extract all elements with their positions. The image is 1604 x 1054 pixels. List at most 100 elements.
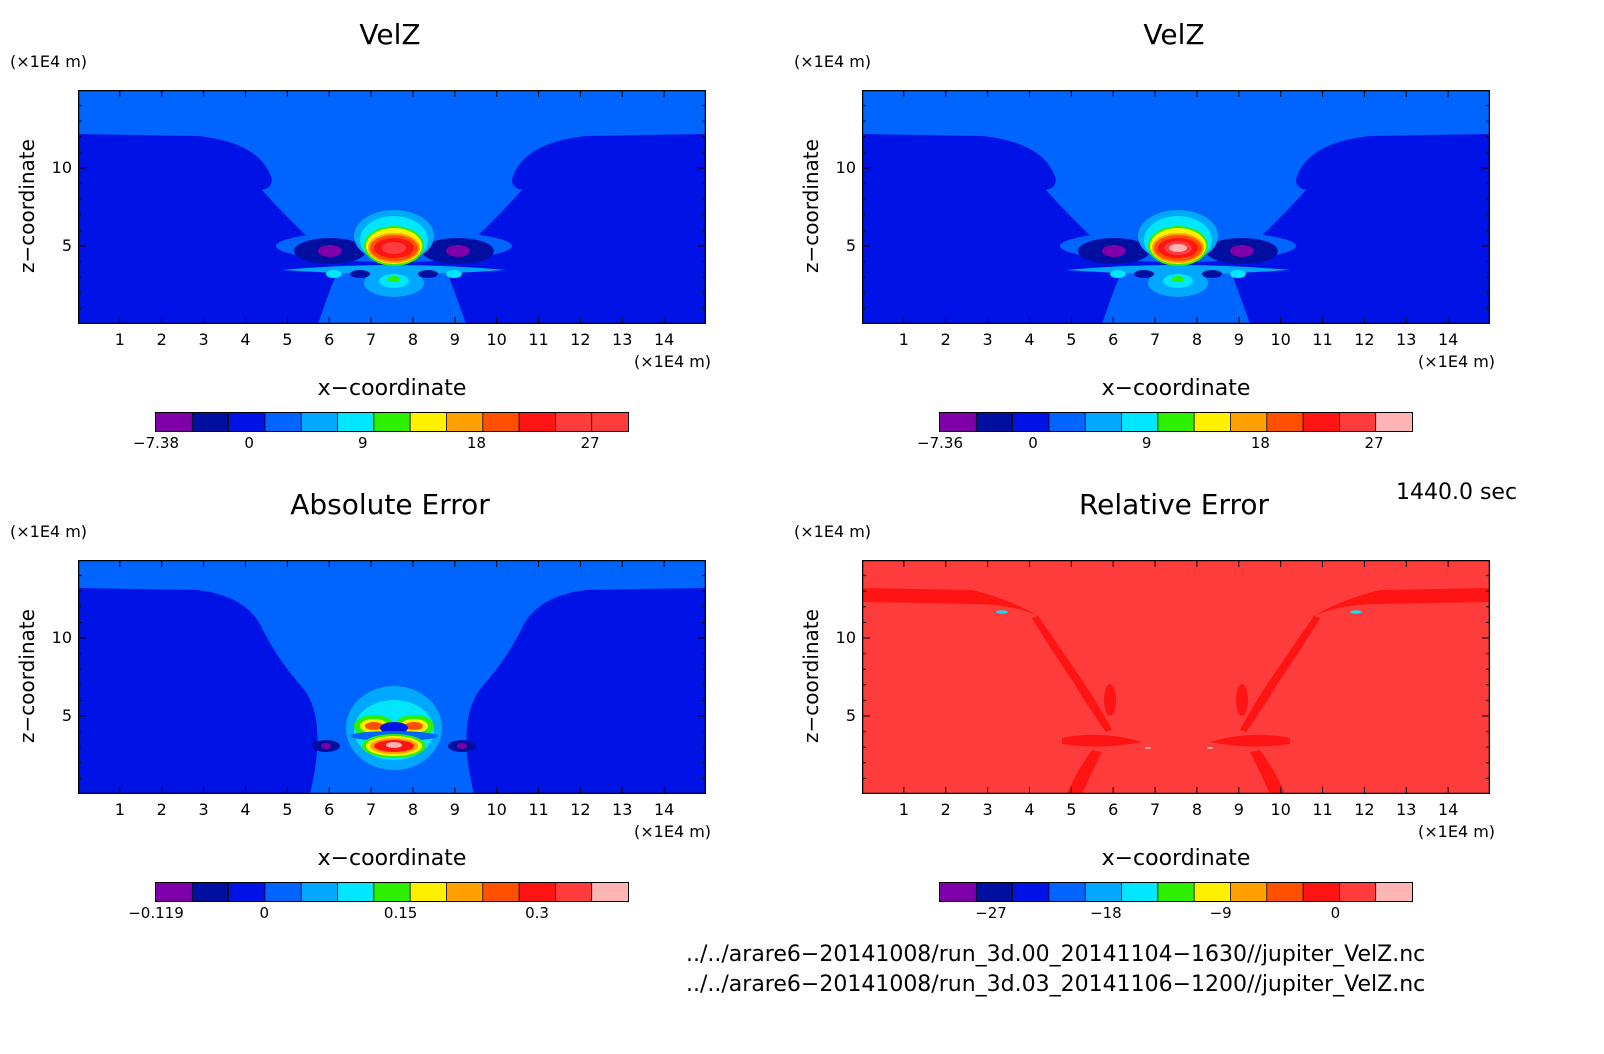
colorbar-frame (155, 412, 629, 432)
lower-neg (350, 270, 370, 278)
y-tick-label: 10 (835, 158, 856, 177)
colorbar-swatch (446, 413, 484, 431)
x-tick-label: 3 (198, 800, 209, 819)
file-path-1: ../../arare6−20141008/run_3d.00_20141104… (686, 942, 1426, 967)
error-blue-center (380, 722, 408, 734)
spot-left (996, 610, 1008, 614)
x-tick-label: 7 (365, 330, 377, 349)
x-tick-label: 8 (407, 330, 419, 349)
error-lower-pink (386, 742, 402, 748)
x-tick-label: 1 (898, 800, 909, 819)
panel-velz-run00: VelZ (×1E4 m) z−coordinate (×1E4 m) x−co… (0, 0, 780, 480)
y-axis-label: z−coordinate (15, 609, 39, 743)
x-tick-label: 3 (982, 800, 993, 819)
colorbar (155, 412, 629, 432)
colorbar (939, 882, 1413, 902)
colorbar (939, 412, 1413, 432)
colorbar-swatch (1375, 413, 1413, 431)
colorbar-swatch (1048, 883, 1086, 901)
colorbar-tick-label: −0.119 (128, 904, 184, 922)
lower-spot (1230, 270, 1246, 278)
colorbar-swatch (555, 413, 593, 431)
y-axis-label: z−coordinate (15, 139, 39, 273)
x-tick-label: 11 (528, 330, 549, 349)
x-tick-label: 12 (570, 800, 591, 819)
colorbar-swatch (410, 883, 447, 901)
y-unit-label: (×1E4 m) (10, 52, 88, 71)
panel-title: VelZ (359, 18, 421, 51)
y-tick-label: 5 (61, 236, 72, 255)
x-tick-label: 9 (1233, 330, 1244, 349)
colorbar-tick-label: 0.3 (525, 904, 549, 922)
x-unit-label: (×1E4 m) (1418, 822, 1496, 841)
low-streak-left (1067, 750, 1102, 794)
x-tick-label: 6 (324, 330, 335, 349)
side-lobe-left (78, 134, 336, 324)
x-tick-label: 5 (282, 330, 293, 349)
colorbar-swatch (1266, 413, 1304, 431)
colorbar-swatch (1230, 883, 1268, 901)
colorbar-swatch (373, 413, 411, 431)
x-axis-label: x−coordinate (1101, 376, 1251, 401)
panel-relative-error: Relative Error (×1E4 m) z−coordinate (×1… (784, 470, 1564, 950)
low-band-right (1210, 734, 1290, 747)
neg-core-right (1230, 245, 1254, 257)
y-unit-label: (×1E4 m) (794, 52, 872, 71)
x-axis-label: x−coordinate (317, 376, 467, 401)
spot-right (1350, 610, 1362, 614)
x-tick-label: 14 (1437, 800, 1459, 819)
band-right (1314, 588, 1490, 616)
core-red-light (382, 242, 406, 254)
colorbar-tick-label: −18 (1090, 904, 1122, 922)
y-axis-label: z−coordinate (799, 609, 823, 743)
band-left (862, 588, 1038, 616)
colorbar (155, 882, 629, 902)
colorbar-tick-label: 18 (1250, 434, 1270, 452)
x-tick-label: 8 (407, 800, 419, 819)
colorbar-tick-label: 0 (244, 434, 254, 452)
x-tick-label: 10 (486, 800, 507, 819)
patch-left (1104, 684, 1116, 716)
x-tick-label: 1 (898, 330, 909, 349)
x-tick-label: 13 (612, 800, 633, 819)
y-tick-label: 10 (835, 628, 856, 647)
x-tick-label: 10 (486, 330, 507, 349)
x-tick-label: 6 (1108, 800, 1119, 819)
colorbar-swatch (264, 413, 302, 431)
lower-neg (1202, 270, 1222, 278)
file-path-2: ../../arare6−20141008/run_3d.03_20141106… (686, 972, 1426, 997)
side-lobe-left (862, 134, 1120, 324)
colorbar-tick-label: −27 (975, 904, 1007, 922)
side-lobe-right (1232, 134, 1490, 324)
y-axis-label: z−coordinate (799, 139, 823, 273)
colorbar-swatch (192, 883, 230, 901)
heatmap-plot (78, 560, 706, 794)
colorbar-swatch (1266, 883, 1304, 901)
y-unit-label: (×1E4 m) (794, 522, 872, 541)
side-lobe-right (448, 134, 706, 324)
colorbar-swatch (976, 883, 1014, 901)
colorbar-tick-label: 0 (1330, 904, 1341, 922)
colorbar-tick-label: 0 (259, 904, 269, 922)
low-band-left (1062, 734, 1142, 747)
x-tick-label: 8 (1191, 800, 1203, 819)
lower-spot (326, 270, 342, 278)
colorbar-swatch (1121, 883, 1159, 901)
colorbar-swatch (1012, 413, 1050, 431)
colorbar-swatch (156, 413, 193, 431)
x-tick-label: 9 (449, 330, 460, 349)
colorbar-tick-label: 9 (1141, 434, 1152, 452)
colorbar-frame (939, 882, 1413, 902)
x-unit-label: (×1E4 m) (634, 822, 712, 841)
neg-core-left (318, 245, 342, 257)
colorbar-tick-label: −7.36 (917, 434, 963, 452)
y-tick-label: 10 (51, 628, 72, 647)
x-tick-label: 11 (1312, 800, 1333, 819)
x-tick-label: 2 (156, 330, 167, 349)
y-tick-label: 5 (845, 236, 856, 255)
side-lobe-left (78, 588, 318, 794)
colorbar-swatch (555, 883, 593, 901)
x-tick-label: 14 (653, 800, 675, 819)
x-tick-label: 11 (528, 800, 549, 819)
colorbar-swatch (1339, 883, 1377, 901)
